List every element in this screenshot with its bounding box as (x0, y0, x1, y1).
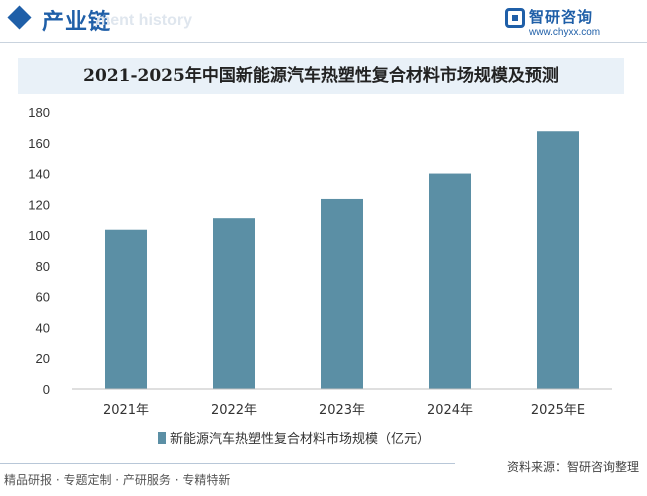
y-tick-label: 0 (43, 382, 50, 397)
bar-series (105, 131, 579, 389)
footer-divider (0, 463, 455, 464)
bar[interactable] (321, 198, 363, 389)
x-tick-label: 2022年 (211, 403, 257, 418)
y-tick-label: 120 (28, 197, 50, 212)
y-tick-label: 80 (36, 259, 50, 274)
legend-label: 新能源汽车热塑性复合材料市场规模（亿元） (170, 431, 430, 447)
y-tick-label: 180 (28, 105, 50, 120)
chart-title: 2021-2025年中国新能源汽车热塑性复合材料市场规模及预测 (83, 66, 559, 86)
x-tick-label: 2025年E (531, 403, 585, 418)
bar[interactable] (213, 218, 255, 389)
footer-tagline: 精品研报 · 专题定制 · 产研服务 · 专精特新 (4, 473, 231, 487)
legend: 新能源汽车热塑性复合材料市场规模（亿元） (158, 431, 430, 447)
logo-mark-icon (505, 8, 525, 28)
y-tick-label: 40 (36, 320, 50, 335)
y-tick-label: 160 (28, 136, 50, 151)
section-title: 产业链 (42, 10, 112, 35)
bar[interactable] (429, 173, 471, 389)
bar[interactable] (537, 131, 579, 389)
chart-title-bar: 2021-2025年中国新能源汽车热塑性复合材料市场规模及预测 (18, 58, 624, 94)
x-tick-label: 2021年 (103, 403, 149, 418)
page-header: 产业链 ment history 智研咨询 www.chyxx.com (0, 0, 647, 42)
logo-name: 智研咨询 (529, 8, 594, 26)
y-tick-label: 140 (28, 167, 50, 182)
bar[interactable] (105, 229, 147, 389)
y-tick-label: 20 (36, 351, 50, 366)
logo-url[interactable]: www.chyxx.com (529, 27, 601, 38)
header-divider (0, 42, 647, 43)
x-tick-label: 2023年 (319, 403, 365, 418)
y-tick-label: 100 (28, 228, 50, 243)
x-tick-label: 2024年 (427, 403, 473, 418)
legend-swatch (158, 432, 166, 444)
section-subtitle: ment history (96, 12, 193, 29)
y-tick-label: 60 (36, 290, 50, 305)
brand-logo[interactable]: 智研咨询 www.chyxx.com (505, 6, 633, 40)
source-note: 资料来源：智研咨询整理 (506, 460, 639, 474)
x-axis: 2021年 2022年 2023年 2024年 2025年E (103, 403, 585, 418)
y-axis: 0 20 40 60 80 100 120 140 160 180 (28, 105, 50, 397)
